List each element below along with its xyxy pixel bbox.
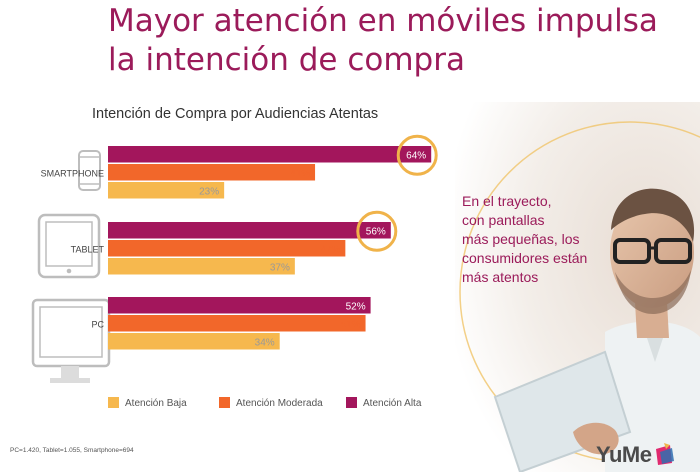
legend-swatch bbox=[108, 397, 119, 408]
bar bbox=[108, 297, 371, 314]
highlight-ring bbox=[356, 210, 398, 252]
pc-monitor-icon bbox=[31, 298, 111, 383]
bar bbox=[108, 222, 391, 239]
legend-swatch bbox=[219, 397, 230, 408]
legend-label: Atención Moderada bbox=[236, 398, 323, 409]
legend-item: Atención Moderada bbox=[219, 397, 323, 413]
callout-text: En el trayecto, con pantallas más pequeñ… bbox=[462, 192, 622, 287]
tablet-icon bbox=[37, 213, 101, 279]
man-with-tablet-photo bbox=[455, 102, 700, 472]
legend-item: Atención Baja bbox=[108, 397, 187, 413]
category-label: PC bbox=[91, 319, 104, 329]
data-label: 64% bbox=[406, 150, 426, 161]
yume-logo-icon bbox=[656, 443, 674, 465]
title-line-1: Mayor atención en móviles impulsa bbox=[108, 3, 658, 39]
bar bbox=[108, 182, 225, 199]
category-label: SMARTPHONE bbox=[41, 168, 104, 178]
data-label: 23% bbox=[199, 186, 219, 197]
bar bbox=[108, 333, 280, 350]
bar bbox=[108, 146, 432, 163]
legend-label: Atención Alta bbox=[363, 398, 422, 409]
chart-title: Intención de Compra por Audiencias Atent… bbox=[92, 106, 379, 122]
data-label: 37% bbox=[270, 262, 290, 273]
data-label: 56% bbox=[366, 226, 386, 237]
callout-line: más atentos bbox=[462, 269, 539, 285]
highlight-ring bbox=[396, 134, 438, 176]
bar bbox=[108, 240, 346, 257]
bar bbox=[108, 164, 316, 181]
callout-line: con pantallas bbox=[462, 212, 545, 228]
title-line-2: la intención de compra bbox=[108, 42, 465, 78]
callout-line: consumidores están bbox=[462, 250, 588, 266]
yume-logo: YuMe bbox=[596, 442, 652, 467]
category-label: TABLET bbox=[71, 244, 105, 254]
legend-item: Atención Alta bbox=[346, 397, 421, 413]
data-label: 34% bbox=[255, 337, 275, 348]
bars-group: SMARTPHONE 64% 41% 23% TABLET 56% 47% 37% PC 52% 5… bbox=[41, 134, 438, 350]
data-label: 41% bbox=[290, 168, 310, 179]
callout-line: En el trayecto, bbox=[462, 193, 552, 209]
data-label: 52% bbox=[346, 301, 366, 312]
smartphone-icon bbox=[78, 150, 101, 191]
legend-label: Atención Baja bbox=[125, 398, 187, 409]
slide-title: Mayor atención en móviles impulsa la int… bbox=[108, 2, 658, 80]
callout-line: más pequeñas, los bbox=[462, 231, 580, 247]
bar bbox=[108, 315, 366, 332]
bar bbox=[108, 258, 295, 275]
data-label: 47% bbox=[320, 244, 340, 255]
legend-swatch bbox=[346, 397, 357, 408]
footnote: PC=1.420, Tablet=1.055, Smartphone=694 bbox=[10, 447, 134, 454]
data-label: 51% bbox=[341, 319, 361, 330]
